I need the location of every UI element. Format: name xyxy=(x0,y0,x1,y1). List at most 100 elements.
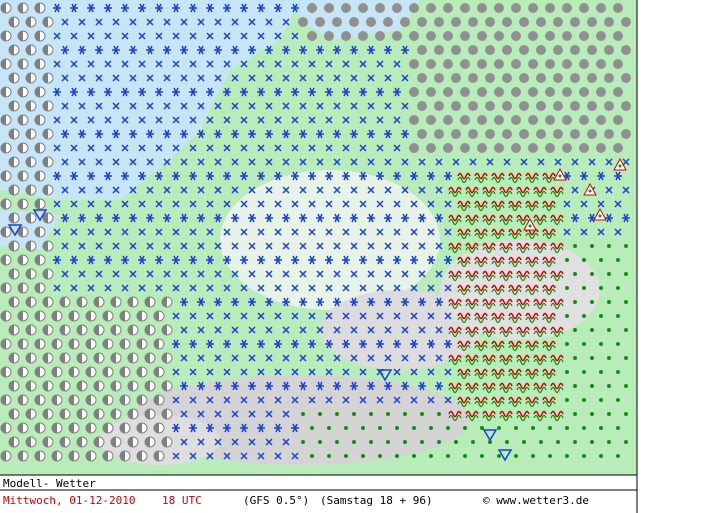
snow-star xyxy=(53,255,61,265)
freezing-rain xyxy=(508,340,522,348)
partly-cloudy-fill xyxy=(26,241,31,251)
snow-x xyxy=(571,186,579,194)
snow-x xyxy=(342,368,350,376)
rain-dot xyxy=(463,426,467,430)
freezing-rain xyxy=(508,312,522,320)
thunder-dot xyxy=(528,224,532,228)
snow-x xyxy=(316,242,324,250)
snow-x xyxy=(257,368,265,376)
freezing-rain xyxy=(516,414,530,422)
snow-x xyxy=(95,186,103,194)
snow-x xyxy=(614,200,622,208)
snow-star xyxy=(384,213,392,223)
cloud-dot xyxy=(579,59,589,69)
snow-x xyxy=(163,102,171,110)
snow-x xyxy=(291,452,299,460)
snow-star xyxy=(291,171,299,181)
rain-dot xyxy=(361,426,365,430)
snow-star xyxy=(401,381,409,391)
cloud-dot xyxy=(545,31,555,41)
partly-cloudy-fill xyxy=(145,409,150,419)
freezing-rain xyxy=(499,186,513,194)
freezing-rain xyxy=(516,386,530,394)
freezing-rain xyxy=(508,400,522,408)
rain-dot xyxy=(565,398,569,402)
snow-star xyxy=(316,381,324,391)
snow-x xyxy=(223,368,231,376)
cloud-dot xyxy=(494,143,504,153)
rain-dot xyxy=(412,426,416,430)
freezing-rain xyxy=(491,372,505,380)
partly-cloudy-fill xyxy=(128,381,133,391)
snow-x xyxy=(393,116,401,124)
cloud-dot xyxy=(426,143,436,153)
snow-x xyxy=(410,200,418,208)
freezing-rain xyxy=(448,218,462,226)
rain-dot xyxy=(565,454,569,458)
freezing-rain xyxy=(474,344,488,352)
snow-x xyxy=(308,200,316,208)
freezing-rain xyxy=(491,340,505,348)
partly-cloudy-fill xyxy=(35,367,40,377)
snow-x xyxy=(580,228,588,236)
snow-x xyxy=(61,18,69,26)
snow-x xyxy=(231,158,239,166)
freezing-rain xyxy=(491,172,505,180)
cloud-dot xyxy=(621,129,631,139)
rain-dot xyxy=(624,300,628,304)
rain-dot xyxy=(582,426,586,430)
partly-cloudy-fill xyxy=(18,339,23,349)
snow-x xyxy=(291,32,299,40)
freezing-rain xyxy=(542,396,556,404)
cloud-dot xyxy=(417,73,427,83)
snow-x xyxy=(104,200,112,208)
snow-star xyxy=(206,423,214,433)
partly-cloudy-fill xyxy=(162,437,167,447)
rain-dot xyxy=(590,384,594,388)
snow-x xyxy=(274,116,282,124)
snow-x xyxy=(393,200,401,208)
cloud-dot xyxy=(553,101,563,111)
snow-star xyxy=(282,297,290,307)
snow-x xyxy=(274,60,282,68)
rain-dot xyxy=(463,454,467,458)
freezing-rain xyxy=(533,246,547,254)
partly-cloudy-fill xyxy=(9,241,14,251)
snow-x xyxy=(129,74,137,82)
partly-cloudy-fill xyxy=(35,31,40,41)
snow-x xyxy=(112,242,120,250)
rain-dot xyxy=(573,272,577,276)
partly-cloudy-fill xyxy=(86,423,91,433)
snow-x xyxy=(163,186,171,194)
snow-star xyxy=(172,171,180,181)
freezing-rain xyxy=(533,186,547,194)
snow-star xyxy=(299,297,307,307)
freezing-rain xyxy=(516,302,530,310)
freezing-rain xyxy=(516,410,530,418)
cloud-dot xyxy=(579,31,589,41)
freezing-rain xyxy=(533,270,547,278)
cloud-dot xyxy=(570,45,580,55)
cloud-dot xyxy=(528,115,538,125)
snow-x xyxy=(316,354,324,362)
snow-star xyxy=(61,45,69,55)
snow-x xyxy=(359,200,367,208)
snow-x xyxy=(163,74,171,82)
partly-cloudy-fill xyxy=(43,17,48,27)
snow-x xyxy=(282,410,290,418)
cloud-dot xyxy=(477,31,487,41)
partly-cloudy-fill xyxy=(43,353,48,363)
cloud-dot xyxy=(613,87,623,97)
partly-cloudy-fill xyxy=(26,157,31,167)
snow-x xyxy=(384,102,392,110)
snow-star xyxy=(325,87,333,97)
snow-x xyxy=(452,158,460,166)
cloud-dot xyxy=(511,31,521,41)
snow-star xyxy=(427,255,435,265)
freezing-rain xyxy=(491,228,505,236)
cloud-dot xyxy=(545,3,555,13)
snow-star xyxy=(342,339,350,349)
snow-star xyxy=(189,255,197,265)
cloud-dot xyxy=(460,31,470,41)
